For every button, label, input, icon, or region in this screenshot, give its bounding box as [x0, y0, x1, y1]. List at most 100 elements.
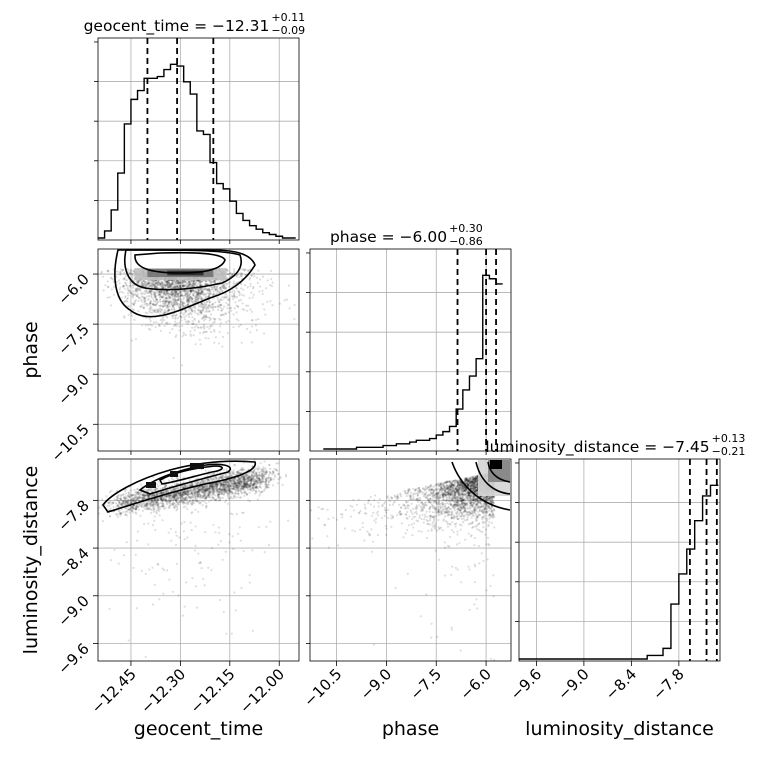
sample-point [194, 295, 197, 298]
sample-point [199, 487, 203, 490]
sample-point [201, 500, 204, 503]
sample-point [240, 487, 243, 490]
sample-point [202, 494, 205, 497]
sample-point [123, 315, 126, 318]
sample-point [202, 316, 205, 320]
sample-point [183, 491, 186, 494]
sample-point [152, 300, 155, 303]
sample-point [174, 493, 177, 496]
sample-point [220, 289, 223, 292]
sample-point [125, 541, 128, 544]
sample-point [216, 495, 219, 498]
sample-point [222, 286, 225, 289]
sample-point [137, 499, 140, 502]
sample-point [184, 484, 187, 487]
sample-point [222, 483, 225, 486]
sample-point [261, 468, 264, 471]
sample-point [164, 301, 167, 304]
sample-point [131, 272, 134, 275]
sample-point [219, 540, 222, 543]
sample-point [169, 284, 172, 287]
sample-point [250, 480, 253, 483]
sample-point [208, 310, 211, 313]
sample-point [250, 473, 253, 477]
sample-point [148, 508, 151, 511]
sample-point [186, 493, 189, 496]
sample-point [152, 510, 155, 513]
sample-point [188, 315, 191, 319]
sample-point [227, 488, 230, 491]
sample-point [124, 495, 127, 498]
sample-point [237, 481, 240, 484]
sample-point [149, 299, 152, 303]
sample-point [187, 501, 190, 504]
sample-point [115, 505, 118, 508]
sample-point [194, 283, 197, 286]
sample-point [171, 493, 174, 496]
sample-point [242, 485, 245, 488]
sample-point [207, 304, 210, 307]
sample-point [168, 308, 171, 312]
sample-point [182, 298, 185, 301]
sample-point [173, 496, 176, 499]
sample-point [117, 500, 121, 503]
sample-point [287, 519, 290, 522]
sample-point [169, 291, 173, 294]
sample-point [198, 487, 201, 490]
sample-point [135, 506, 138, 509]
sample-point [176, 285, 179, 288]
sample-point [151, 280, 155, 283]
sample-point [156, 311, 159, 314]
sample-point [149, 505, 152, 508]
sample-point [230, 492, 233, 495]
sample-point [152, 501, 155, 504]
sample-point [208, 490, 211, 493]
sample-point [171, 279, 174, 282]
sample-point [142, 284, 145, 287]
sample-point [186, 490, 189, 494]
sample-point [232, 471, 235, 474]
sample-point [134, 290, 137, 293]
sample-point [242, 475, 245, 478]
sample-point [243, 268, 246, 271]
sample-point [202, 303, 205, 306]
sample-point [224, 476, 227, 479]
sample-point [137, 505, 140, 508]
sample-point [207, 494, 210, 497]
sample-point [150, 306, 153, 309]
sample-point [249, 485, 252, 488]
sample-point [179, 312, 182, 315]
sample-point [173, 488, 177, 491]
sample-point [199, 481, 202, 484]
sample-point [144, 507, 147, 510]
sample-point [118, 500, 121, 503]
sample-point [249, 285, 252, 288]
sample-point [224, 476, 227, 479]
sample-point [135, 497, 138, 500]
sample-point [179, 492, 182, 495]
sample-point [195, 324, 198, 327]
sample-point [157, 502, 160, 505]
sample-point [213, 498, 216, 501]
sample-point [220, 309, 223, 312]
sample-point [208, 496, 211, 499]
sample-point [188, 479, 191, 482]
sample-point [174, 495, 177, 498]
sample-point [123, 500, 126, 503]
sample-point [189, 289, 192, 292]
sample-point [240, 484, 243, 487]
sample-point [160, 286, 163, 289]
sample-point [149, 328, 152, 331]
sample-point [192, 280, 195, 283]
sample-point [250, 481, 253, 485]
sample-point [259, 480, 262, 483]
sample-point [240, 268, 244, 271]
sample-point [239, 480, 242, 483]
sample-point [220, 488, 223, 491]
sample-point [219, 482, 222, 485]
sample-point [170, 494, 173, 498]
sample-point [241, 480, 244, 483]
sample-point [159, 310, 163, 314]
sample-point [176, 286, 179, 289]
sample-point [152, 493, 155, 497]
